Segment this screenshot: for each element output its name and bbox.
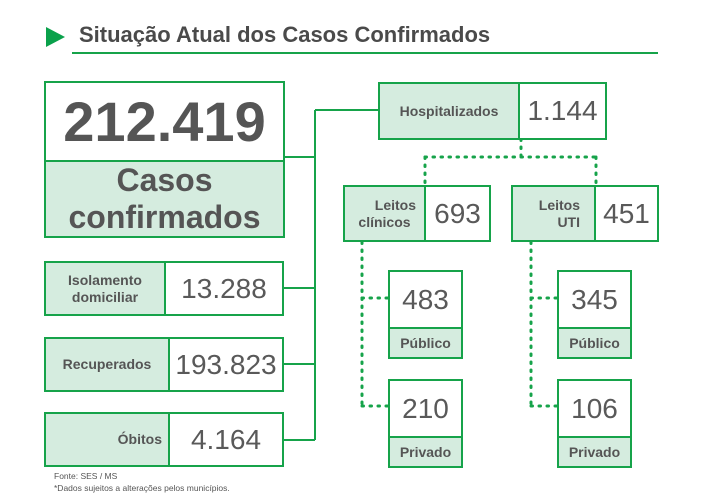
total-cases-label-line2: confirmados xyxy=(68,199,261,235)
total-cases-value: 212.419 xyxy=(63,90,266,153)
clinicos-privado-label: Privado xyxy=(390,436,461,466)
clinicos-publico-value: 483 xyxy=(402,283,449,315)
isolamento-card: Isolamento domiciliar 13.288 xyxy=(44,261,284,316)
uti-publico-label: Público xyxy=(559,327,630,357)
isolamento-label-line2: domiciliar xyxy=(71,288,139,305)
leitos-uti-card: Leitos UTI 451 xyxy=(511,185,659,242)
hospitalizados-value: 1.144 xyxy=(527,95,598,126)
obitos-card: Óbitos 4.164 xyxy=(44,412,284,467)
leitos-uti-label-line2: UTI xyxy=(557,213,580,230)
obitos-label: Óbitos xyxy=(46,414,170,465)
leitos-uti-value: 451 xyxy=(603,197,650,229)
footer-source: Fonte: SES / MS xyxy=(54,471,118,481)
total-cases-label: Casos confirmados xyxy=(46,160,283,236)
header-arrow-icon xyxy=(46,27,65,47)
uti-publico-card: 345 Público xyxy=(557,270,632,359)
leitos-clinicos-label: Leitos clínicos xyxy=(345,187,426,240)
isolamento-label: Isolamento domiciliar xyxy=(46,263,166,314)
clinicos-publico-card: 483 Público xyxy=(388,270,463,359)
recuperados-card: Recuperados 193.823 xyxy=(44,337,284,392)
footer-note: *Dados sujeitos a alterações pelos munic… xyxy=(54,483,230,493)
total-cases-label-line1: Casos xyxy=(116,162,213,199)
hospitalizados-card: Hospitalizados 1.144 xyxy=(378,82,607,140)
uti-privado-card: 106 Privado xyxy=(557,379,632,468)
leitos-clinicos-value: 693 xyxy=(434,197,481,229)
page-title: Situação Atual dos Casos Confirmados xyxy=(79,22,491,47)
leitos-clinicos-label-line1: Leitos xyxy=(374,197,416,214)
clinicos-privado-card: 210 Privado xyxy=(388,379,463,468)
total-cases-card: 212.419 Casos confirmados xyxy=(44,81,285,238)
uti-publico-value: 345 xyxy=(571,283,618,315)
clinicos-publico-label: Público xyxy=(390,327,461,357)
hospitalizados-label: Hospitalizados xyxy=(380,84,520,138)
isolamento-value: 13.288 xyxy=(181,272,267,304)
recuperados-label: Recuperados xyxy=(46,339,170,390)
isolamento-label-line1: Isolamento xyxy=(68,272,142,289)
leitos-uti-label-line1: Leitos xyxy=(538,197,580,214)
leitos-uti-label: Leitos UTI xyxy=(513,187,596,240)
uti-privado-label: Privado xyxy=(559,436,630,466)
leitos-clinicos-label-line2: clínicos xyxy=(358,213,411,230)
clinicos-privado-value: 210 xyxy=(402,392,449,424)
uti-privado-value: 106 xyxy=(571,392,618,424)
leitos-clinicos-card: Leitos clínicos 693 xyxy=(343,185,491,242)
obitos-value: 4.164 xyxy=(190,423,262,455)
recuperados-value: 193.823 xyxy=(175,348,277,380)
